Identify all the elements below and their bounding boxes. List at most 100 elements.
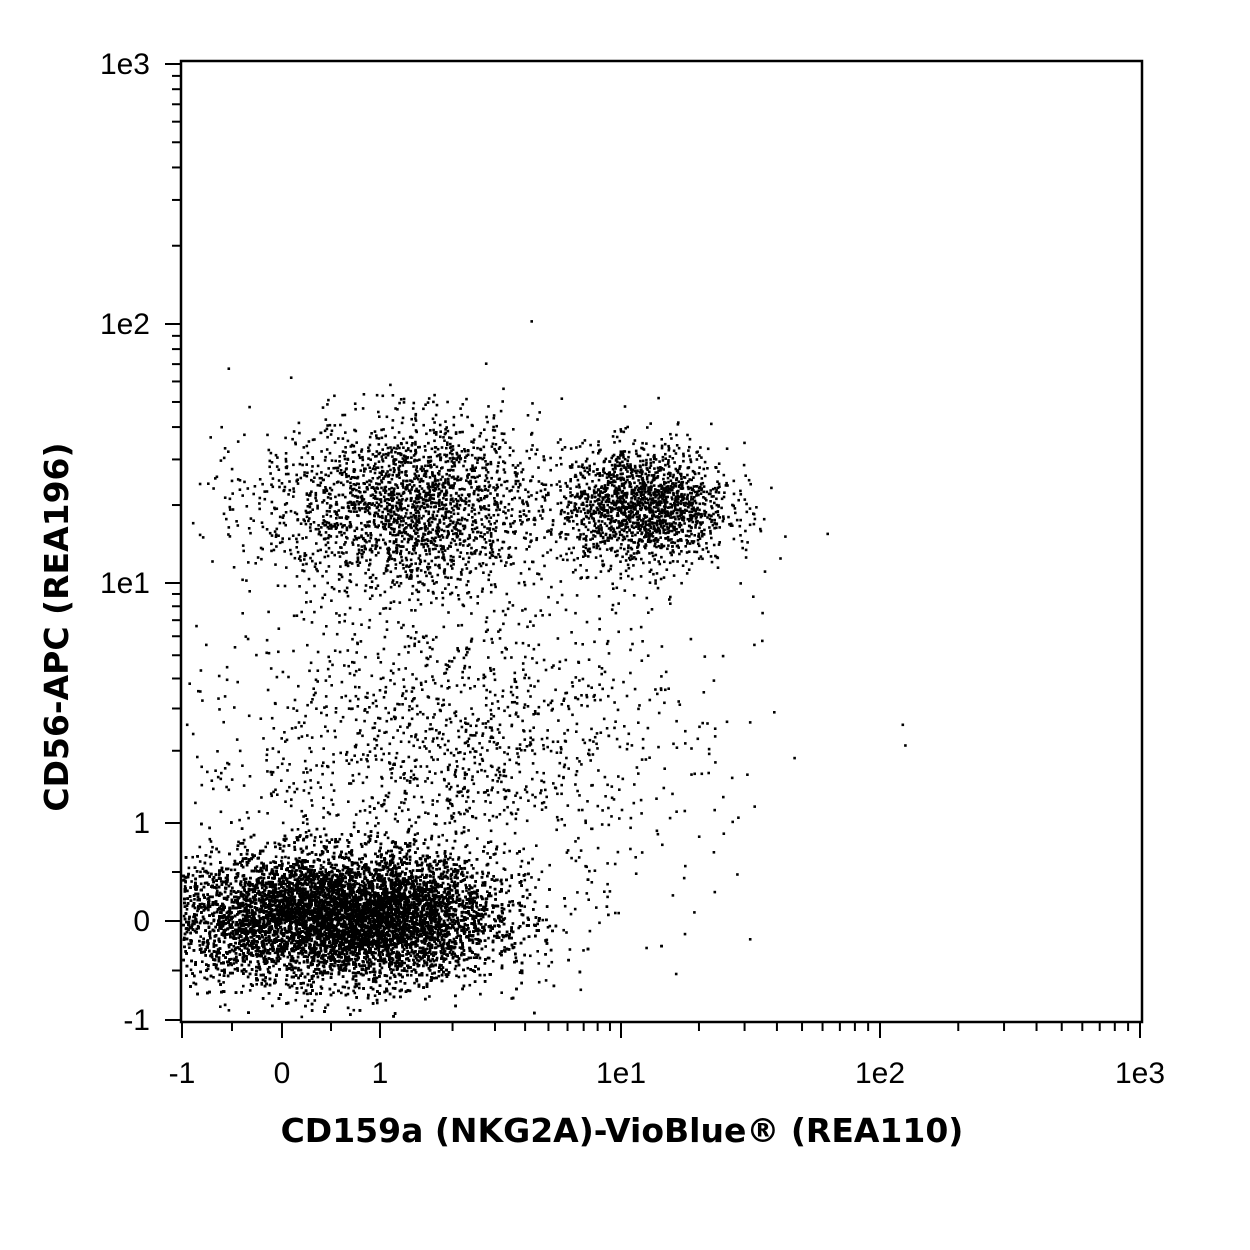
scatter-point	[469, 956, 473, 960]
scatter-point	[432, 951, 435, 954]
scatter-point	[381, 924, 384, 928]
scatter-point	[255, 955, 259, 958]
scatter-point	[412, 968, 416, 971]
scatter-point	[398, 910, 401, 914]
scatter-point	[457, 869, 460, 873]
scatter-point	[215, 883, 219, 887]
scatter-point	[187, 917, 191, 921]
scatter-point	[296, 933, 299, 936]
scatter-point	[287, 983, 290, 987]
scatter-point	[406, 843, 409, 847]
scatter-point	[334, 888, 338, 892]
scatter-point	[368, 891, 372, 895]
scatter-point	[307, 953, 311, 957]
scatter-point	[242, 886, 246, 889]
scatter-point	[284, 928, 287, 932]
scatter-point	[408, 870, 412, 873]
scatter-point	[471, 917, 474, 921]
points-layer	[182, 320, 907, 1019]
scatter-point	[477, 942, 481, 945]
scatter-point	[401, 950, 404, 953]
scatter-point	[429, 943, 433, 946]
scatter-point	[200, 902, 204, 906]
scatter-point	[358, 929, 361, 932]
scatter-point	[300, 986, 303, 990]
scatter-point	[404, 928, 408, 931]
scatter-point	[487, 936, 490, 940]
scatter-point	[260, 883, 264, 887]
scatter-point	[267, 938, 270, 942]
scatter-point	[493, 918, 496, 921]
scatter-point	[332, 857, 336, 860]
scatter-point	[474, 937, 477, 941]
scatter-point	[301, 849, 305, 853]
scatter-point	[262, 952, 265, 955]
scatter-point	[322, 883, 325, 887]
scatter-point	[221, 870, 225, 874]
scatter-point	[188, 946, 191, 949]
scatter-point	[304, 872, 308, 876]
scatter-point	[239, 890, 243, 894]
scatter-point	[292, 884, 295, 887]
scatter-point	[414, 888, 418, 891]
scatter-point	[192, 981, 195, 985]
scatter-point	[295, 941, 299, 945]
scatter-point	[238, 919, 241, 922]
scatter-point	[232, 945, 236, 948]
scatter-point	[190, 880, 193, 883]
scatter-point	[183, 885, 187, 888]
scatter-point	[474, 953, 477, 956]
scatter-point	[324, 932, 328, 935]
scatter-point	[258, 911, 261, 914]
scatter-point	[348, 969, 351, 973]
scatter-point	[332, 942, 336, 945]
scatter-point	[387, 943, 391, 947]
scatter-point	[195, 927, 198, 931]
scatter-point	[201, 960, 204, 963]
scatter-point	[310, 983, 313, 987]
scatter-point	[284, 882, 287, 886]
scatter-point	[430, 864, 433, 868]
scatter-point	[434, 927, 438, 931]
scatter-point	[455, 895, 459, 898]
scatter-point	[354, 962, 357, 966]
scatter-point	[507, 889, 510, 893]
scatter-point	[327, 952, 330, 956]
scatter-point	[420, 910, 424, 913]
scatter-point	[464, 883, 467, 887]
scatter-point	[320, 961, 324, 964]
scatter-point	[283, 921, 286, 925]
scatter-point	[242, 984, 245, 988]
scatter-point	[352, 924, 355, 928]
scatter-point	[376, 883, 379, 886]
scatter-point	[207, 908, 210, 912]
scatter-point	[247, 925, 250, 928]
scatter-point	[410, 970, 413, 973]
scatter-point	[313, 999, 317, 1002]
scatter-point	[356, 863, 360, 866]
scatter-point	[273, 866, 277, 869]
scatter-point	[230, 868, 233, 872]
scatter-point	[508, 884, 512, 888]
scatter-point	[469, 885, 472, 889]
scatter-point	[494, 852, 497, 856]
scatter-point	[288, 953, 292, 957]
scatter-point	[306, 999, 310, 1002]
scatter-point	[329, 900, 332, 904]
scatter-point	[502, 935, 505, 939]
scatter-point	[339, 963, 343, 967]
scatter-point	[243, 845, 247, 849]
scatter-point	[368, 938, 371, 942]
scatter-point	[229, 882, 233, 885]
scatter-point	[322, 860, 326, 864]
scatter-point	[441, 901, 444, 904]
scatter-point	[371, 945, 374, 948]
scatter-point	[484, 945, 487, 948]
scatter-point	[250, 939, 254, 943]
scatter-point	[280, 856, 284, 859]
scatter-point	[400, 963, 404, 967]
scatter-point	[282, 954, 286, 958]
scatter-point	[356, 861, 359, 865]
scatter-point	[294, 961, 298, 964]
